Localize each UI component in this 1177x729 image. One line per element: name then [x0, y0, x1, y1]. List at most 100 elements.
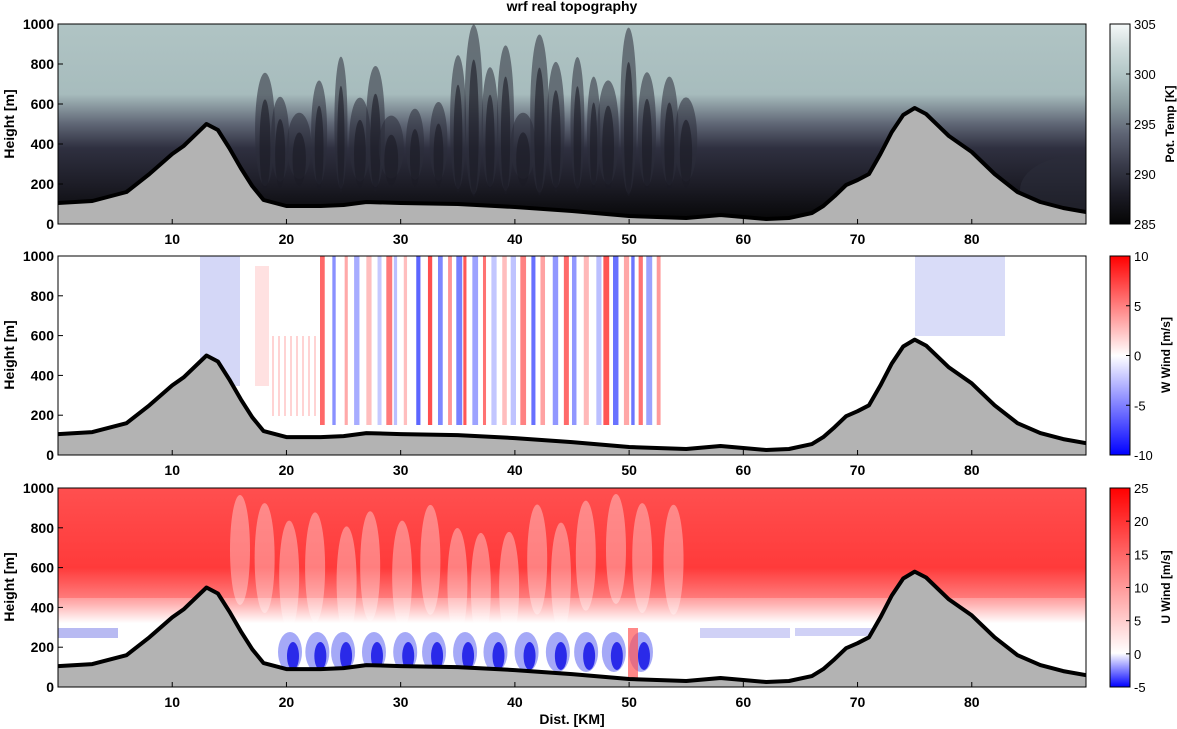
colorbar-tick-label: 290 — [1134, 167, 1156, 182]
y-tick-label: 200 — [31, 176, 55, 192]
wave-plume-core — [314, 105, 324, 190]
wave-plume-core — [468, 59, 479, 197]
wave-streak — [416, 256, 421, 425]
x-tick-label: 40 — [507, 694, 523, 710]
wave-arc — [230, 494, 250, 605]
wave-streak — [646, 256, 653, 425]
x-tick-label: 40 — [507, 231, 523, 247]
rotor-patch — [795, 628, 875, 636]
x-tick-label: 80 — [964, 694, 980, 710]
colorbar-tick-label: 5 — [1134, 614, 1141, 629]
terrain-outline — [58, 569, 1086, 684]
wave-streak — [520, 256, 527, 425]
wave-streak — [284, 336, 286, 416]
y-tick-label: 0 — [46, 216, 54, 232]
wave-streak — [463, 256, 467, 425]
rotor-blob-core — [492, 642, 505, 670]
wave-streak — [540, 256, 546, 425]
y-tick-label: 400 — [31, 367, 55, 383]
colorbar-ticks: -10 -5 0 5 10 — [1126, 249, 1153, 463]
x-tick-label: 30 — [393, 694, 409, 710]
chart-title: wrf real topography — [506, 0, 638, 14]
wave-streak — [290, 336, 292, 416]
wave-arc — [420, 504, 441, 615]
wave-arc — [470, 532, 491, 643]
pot-temp-panel: 0 200 400 600 800 1000 10 20 30 40 50 60 70 80 Heigh… — [1, 16, 1177, 247]
wave-streak — [448, 256, 452, 425]
wave-streak — [583, 256, 589, 425]
x-tick-label: 70 — [850, 462, 866, 478]
rotor-blob-core — [523, 642, 536, 670]
x-tick-label: 10 — [164, 231, 180, 247]
wave-plume-core — [590, 102, 598, 191]
y-tick-label: 1000 — [23, 248, 54, 264]
x-tick-label: 20 — [279, 694, 295, 710]
rotor-blob-core — [462, 642, 475, 670]
w-wind-waves — [200, 256, 1005, 425]
colorbar-tick-label: 10 — [1134, 581, 1148, 596]
wave-arc — [575, 500, 596, 611]
x-tick-label: 20 — [279, 231, 295, 247]
wave-streak — [656, 256, 661, 425]
wave-plume-core — [602, 105, 615, 190]
wave-arc — [663, 504, 684, 615]
wave-plume-core — [337, 85, 345, 193]
wave-arc — [499, 531, 520, 642]
colorbar-tick-label: 300 — [1134, 67, 1156, 82]
wave-streak — [393, 256, 398, 425]
colorbar-ticks: 285 290 295 300 305 — [1126, 17, 1156, 232]
terrain-fill — [58, 571, 1086, 687]
wave-streak — [366, 256, 372, 425]
y-axis-ticks: 0 200 400 600 800 1000 — [23, 480, 63, 695]
y-axis-label: Height [m] — [1, 552, 17, 621]
wave-streak — [427, 256, 433, 425]
wave-streak — [596, 256, 602, 425]
wave-streak — [502, 256, 507, 425]
x-tick-label: 80 — [964, 462, 980, 478]
y-tick-label: 400 — [31, 136, 55, 152]
wave-streak — [308, 336, 310, 416]
wave-plume-core — [409, 129, 420, 187]
x-tick-label: 70 — [850, 694, 866, 710]
wave-streak — [296, 336, 298, 416]
wave-streak — [320, 256, 325, 425]
y-tick-label: 0 — [46, 679, 54, 695]
wave-plume-core — [641, 98, 652, 191]
wave-streak — [377, 256, 382, 425]
rotor-blob-core — [314, 642, 327, 670]
y-axis-ticks: 0 200 400 600 800 1000 — [23, 248, 63, 463]
x-tick-label: 60 — [736, 231, 752, 247]
wave-arc — [305, 512, 326, 623]
x-tick-label: 30 — [393, 231, 409, 247]
plot-frame — [57, 255, 1087, 456]
wave-streak — [915, 256, 1005, 336]
wave-plume-core — [275, 119, 286, 188]
terrain-outline — [58, 337, 1086, 452]
wave-streak — [613, 256, 619, 425]
rotor-blob-core — [554, 642, 567, 670]
wave-streak — [631, 256, 635, 425]
x-tick-label: 50 — [621, 462, 637, 478]
wave-streak — [272, 336, 274, 416]
terrain-outline — [58, 106, 1086, 221]
y-tick-label: 200 — [31, 407, 55, 423]
x-tick-label: 30 — [393, 462, 409, 478]
colorbar-tick-label: 0 — [1134, 349, 1141, 364]
x-axis-label: Dist. [KM] — [539, 711, 604, 727]
colorbar-tick-label: 20 — [1134, 514, 1148, 529]
wave-plume-core — [354, 119, 366, 188]
y-tick-label: 400 — [31, 599, 55, 615]
x-tick-label: 60 — [736, 694, 752, 710]
rotor-blob-core — [370, 642, 383, 670]
x-tick-label: 50 — [621, 231, 637, 247]
colorbar-tick-label: 25 — [1134, 481, 1148, 496]
wave-arc — [527, 504, 548, 615]
wave-streak — [386, 256, 393, 425]
wave-plume-core — [384, 134, 399, 186]
rotor-blob-core — [402, 642, 415, 670]
x-tick-label: 50 — [621, 694, 637, 710]
wave-streak — [571, 256, 577, 425]
rotor-blob-core — [637, 642, 650, 670]
colorbar-tick-label: 305 — [1134, 17, 1156, 32]
